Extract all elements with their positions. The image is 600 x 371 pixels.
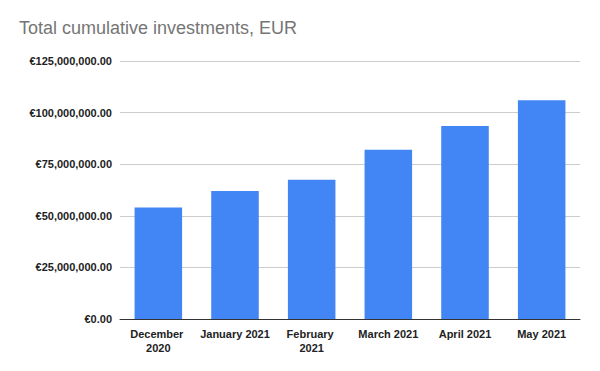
svg-text:2020: 2020 <box>146 342 170 354</box>
svg-text:February: February <box>287 328 337 340</box>
svg-text:May 2021: May 2021 <box>517 328 566 340</box>
svg-text:€75,000,000.00: €75,000,000.00 <box>36 158 112 170</box>
svg-text:€25,000,000.00: €25,000,000.00 <box>36 261 112 273</box>
svg-text:€50,000,000.00: €50,000,000.00 <box>36 210 112 222</box>
svg-text:2021: 2021 <box>299 342 323 354</box>
svg-text:March 2021: March 2021 <box>358 328 418 340</box>
svg-text:€0.00: €0.00 <box>84 313 112 325</box>
svg-text:€125,000,000.00: €125,000,000.00 <box>29 55 112 67</box>
svg-text:April 2021: April 2021 <box>439 328 492 340</box>
svg-text:December: December <box>130 328 186 340</box>
svg-text:January 2021: January 2021 <box>200 328 270 340</box>
svg-text:Total cumulative investments,: Total cumulative investments, EUR <box>19 18 297 38</box>
svg-text:€100,000,000.00: €100,000,000.00 <box>29 107 112 119</box>
